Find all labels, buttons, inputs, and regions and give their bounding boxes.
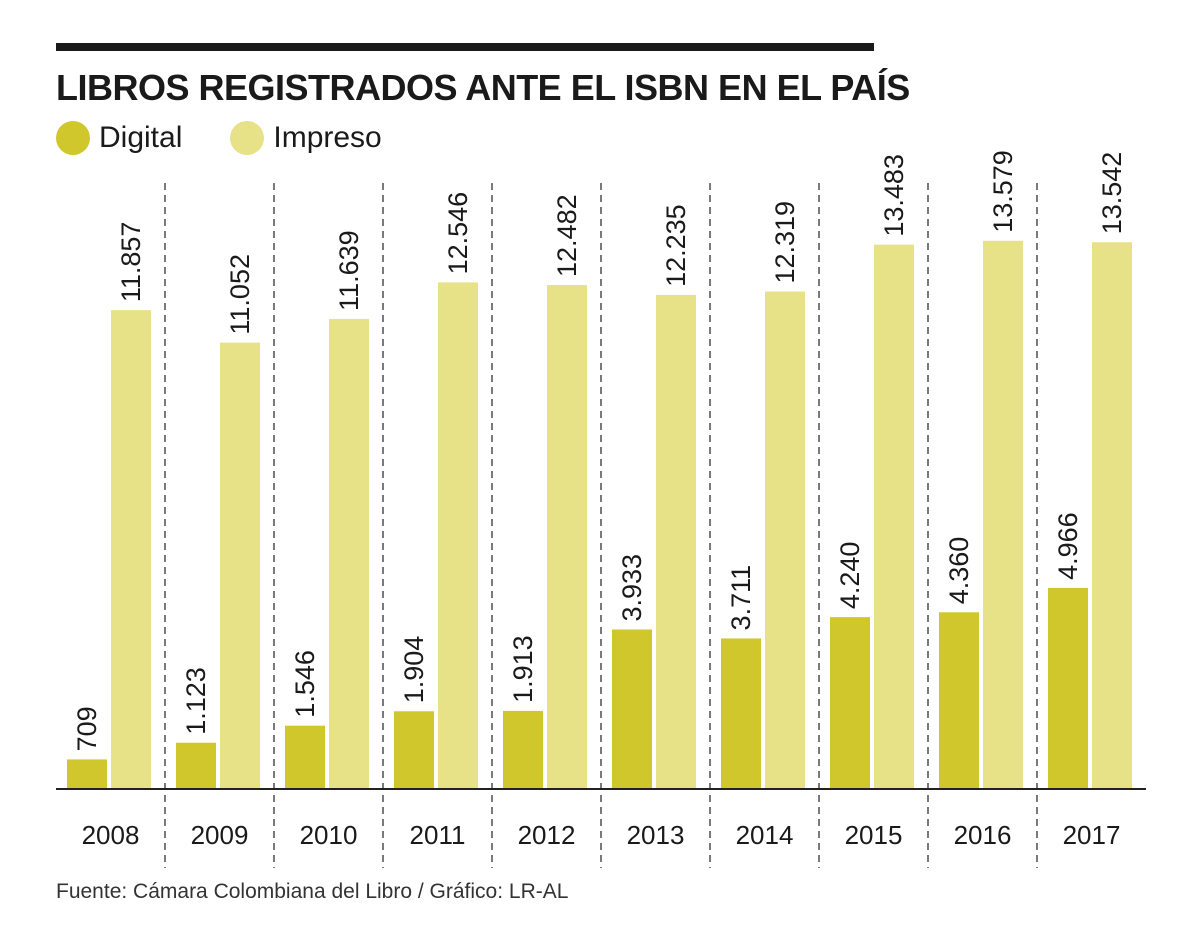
legend-label-digital: Digital: [99, 121, 183, 154]
legend-label-impreso: Impreso: [273, 121, 382, 154]
legend-swatch-digital: [56, 121, 90, 155]
data-label-impreso: 13.483: [879, 154, 909, 237]
bar-impreso: [983, 240, 1023, 788]
bar-impreso: [438, 282, 478, 788]
bar-impreso: [329, 318, 369, 788]
data-label-impreso: 11.639: [334, 230, 364, 311]
legend: Digital Impreso: [56, 116, 430, 160]
x-tick-label: 2008: [82, 820, 140, 850]
top-rule: [56, 43, 874, 51]
bar-impreso: [547, 284, 587, 788]
bar-impreso: [656, 294, 696, 788]
data-label-impreso: 12.546: [443, 192, 473, 275]
x-tick-label: 2015: [845, 820, 903, 850]
data-label-digital: 4.240: [835, 542, 865, 610]
bar-digital: [612, 629, 652, 788]
legend-item-impreso: Impreso: [230, 121, 382, 155]
legend-swatch-impreso: [230, 121, 265, 155]
bar-digital: [285, 725, 325, 788]
data-label-impreso: 13.579: [988, 150, 1018, 233]
x-tick-label: 2012: [518, 820, 576, 850]
bar-digital: [394, 711, 434, 788]
data-label-digital: 1.546: [290, 650, 320, 718]
bar-digital: [830, 617, 870, 788]
data-label-digital: 3.711: [726, 565, 756, 631]
bar-digital: [1048, 587, 1088, 788]
data-label-digital: 4.360: [944, 537, 974, 605]
bar-digital: [503, 710, 543, 788]
x-tick-label: 2013: [627, 820, 685, 850]
bar-impreso: [765, 291, 805, 788]
x-tick-label: 2010: [300, 820, 358, 850]
bar-digital: [939, 612, 979, 788]
source-note: Fuente: Cámara Colombiana del Libro / Gr…: [56, 880, 569, 903]
data-label-impreso: 13.542: [1097, 152, 1127, 235]
data-label-impreso: 11.857: [116, 222, 146, 303]
legend-item-digital: Digital: [56, 121, 182, 155]
data-label-digital: 4.966: [1053, 512, 1083, 580]
x-tick-label: 2016: [954, 820, 1012, 850]
data-label-digital: 1.123: [181, 667, 211, 735]
data-label-digital: 3.933: [617, 554, 647, 622]
bar-impreso: [874, 244, 914, 788]
x-tick-label: 2017: [1063, 820, 1121, 850]
bar-digital: [67, 759, 107, 788]
chart-title: LIBROS REGISTRADOS ANTE EL ISBN EN EL PA…: [56, 67, 910, 108]
data-label-impreso: 12.235: [661, 204, 691, 287]
bar-impreso: [1092, 242, 1132, 789]
bar-impreso: [111, 310, 151, 788]
data-label-digital: 1.913: [508, 635, 538, 703]
data-label-digital: 1.904: [399, 636, 429, 704]
data-label-digital: 709: [72, 706, 102, 751]
bar-digital: [721, 638, 761, 788]
x-tick-label: 2014: [736, 820, 794, 850]
bar-impreso: [220, 342, 260, 788]
data-label-impreso: 11.052: [225, 254, 255, 335]
data-label-impreso: 12.482: [552, 194, 582, 277]
x-tick-label: 2011: [410, 820, 466, 850]
bar-digital: [176, 742, 216, 788]
x-tick-label: 2009: [191, 820, 249, 850]
data-label-impreso: 12.319: [770, 201, 800, 284]
